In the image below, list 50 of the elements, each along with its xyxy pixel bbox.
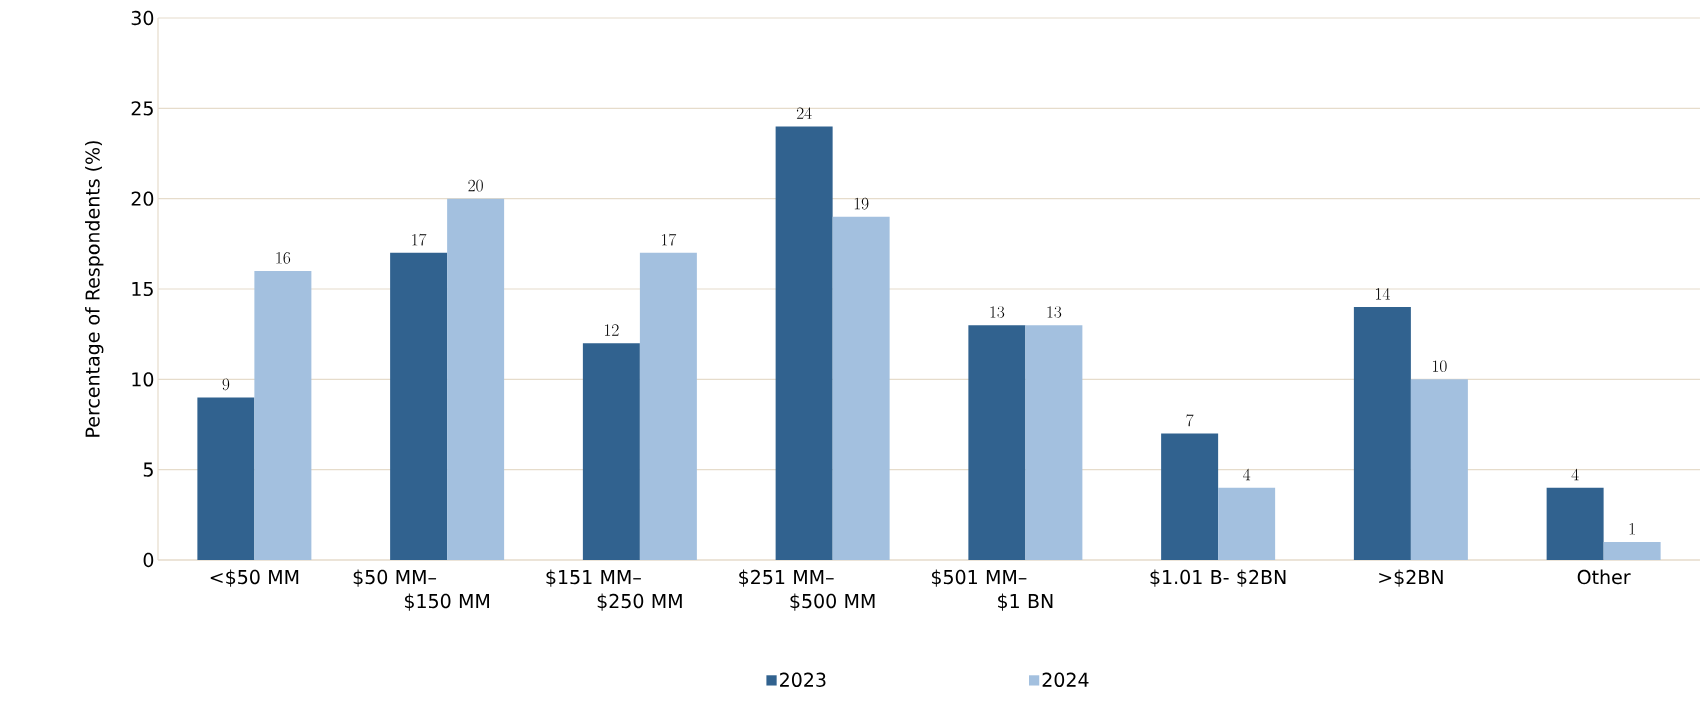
data-label: 1	[1629, 522, 1635, 535]
bar	[197, 397, 255, 560]
x-tick-label: $151 MM– $250 MM	[546, 569, 682, 611]
bar	[447, 198, 505, 560]
data-label: 13	[990, 306, 1005, 318]
bar	[1218, 487, 1276, 560]
legend-label: 2024	[1042, 672, 1089, 687]
bar	[1161, 433, 1219, 560]
bar	[1353, 307, 1411, 560]
bar	[390, 252, 448, 560]
x-tick-label: $50 MM– $150 MM	[353, 569, 489, 611]
x-tick-label: $501 MM– $1 BN	[931, 569, 1053, 611]
bar	[639, 252, 697, 560]
bar	[1410, 379, 1468, 560]
y-axis-title: Percentage of Respondents (%)	[85, 141, 104, 437]
x-tick-label: <$50 MM	[210, 569, 299, 587]
data-label: 20	[468, 179, 483, 192]
data-label: 16	[276, 251, 291, 264]
legend-label: 2023	[780, 672, 826, 687]
data-label: 9	[222, 378, 230, 391]
x-tick-label: $1.01 B- $2BN	[1150, 569, 1286, 587]
x-tick-label: $251 MM– $500 MM	[739, 569, 875, 611]
bar	[832, 216, 890, 560]
bar	[582, 343, 640, 560]
data-label: 14	[1375, 287, 1390, 300]
bar	[1546, 487, 1604, 560]
data-label: 12	[604, 324, 619, 336]
y-tick-label: 25	[131, 101, 153, 116]
data-label: 10	[1432, 360, 1447, 373]
data-label: 17	[412, 233, 427, 246]
data-label: 4	[1243, 468, 1251, 481]
y-tick-label: 15	[132, 281, 153, 297]
bar	[1603, 541, 1661, 560]
data-label: 4	[1571, 468, 1579, 481]
bar	[968, 325, 1026, 560]
x-tick-label: Other	[1577, 569, 1631, 585]
bar	[775, 126, 833, 560]
y-tick-label: 5	[143, 462, 153, 477]
data-label: 24	[796, 107, 812, 119]
y-tick-label: 20	[131, 191, 154, 206]
data-label: 17	[661, 233, 677, 246]
bar	[254, 270, 312, 560]
y-tick-label: 30	[131, 10, 154, 26]
data-label: 7	[1186, 414, 1194, 427]
y-tick-label: 0	[143, 552, 154, 568]
data-label: 19	[854, 197, 869, 210]
y-tick-label: 10	[132, 372, 154, 387]
data-label: 13	[1047, 306, 1062, 318]
x-tick-label: >$2BN	[1379, 569, 1443, 587]
bar	[1025, 325, 1083, 560]
